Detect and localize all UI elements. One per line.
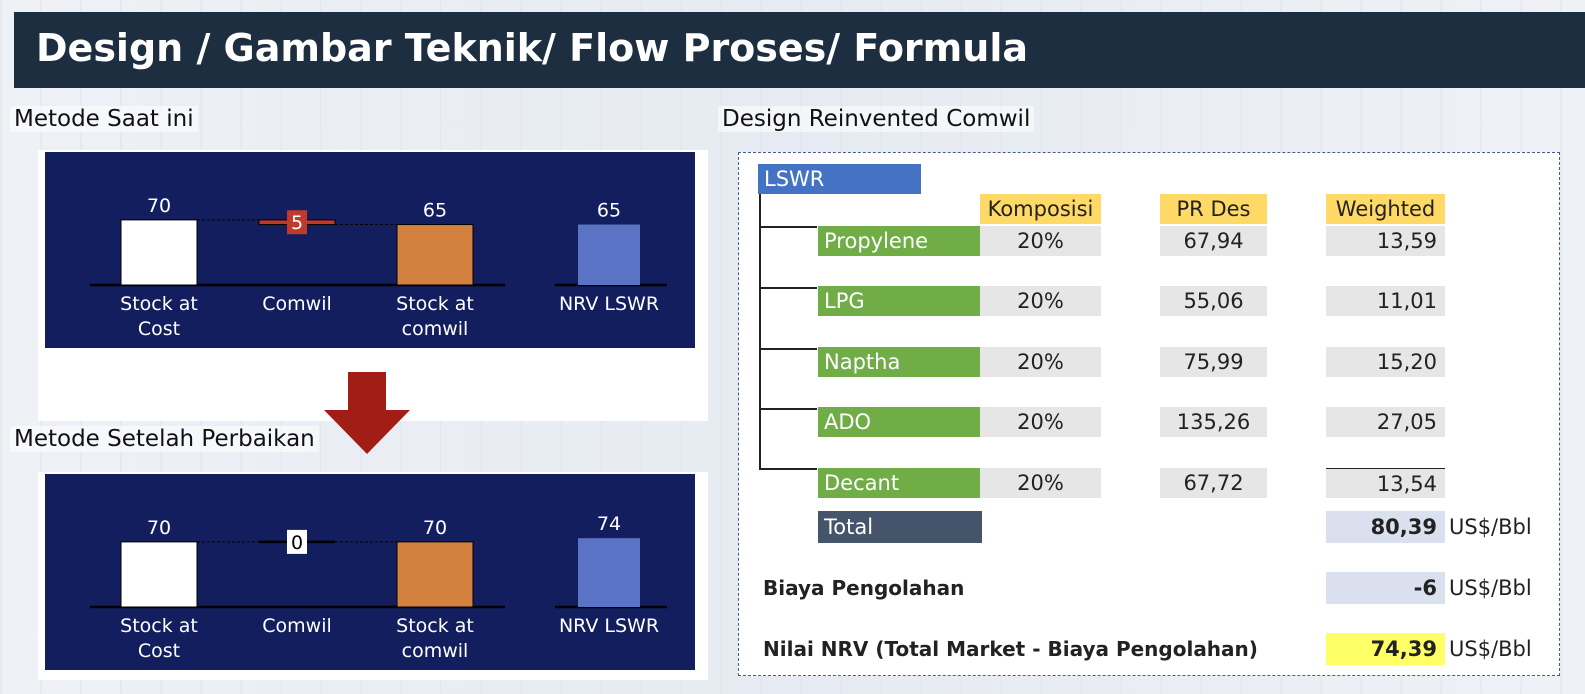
tick-label: Stock at xyxy=(396,615,474,637)
bar-stock-at-comwil xyxy=(396,224,474,286)
tick-label: Stock at xyxy=(120,293,198,315)
row-komposisi: 20% xyxy=(980,286,1101,316)
tick-label: comwil xyxy=(402,318,469,340)
bar-stock-at-cost xyxy=(120,219,198,286)
biaya-unit: US$/Bbl xyxy=(1449,576,1532,600)
total-unit: US$/Bbl xyxy=(1449,515,1532,539)
down-arrow-icon xyxy=(324,372,410,454)
header-weighted: Weighted xyxy=(1326,194,1445,224)
nrv-value: 74,39 xyxy=(1326,633,1445,665)
data-label: 65 xyxy=(597,200,621,222)
nrv-unit: US$/Bbl xyxy=(1449,637,1532,661)
row-name: Naptha xyxy=(818,347,980,377)
row-komposisi: 20% xyxy=(980,347,1101,377)
bar-stock-at-cost xyxy=(120,541,198,608)
chart-current-svg: 70 65 65 5 Stock at Cost Comwil Stock at comwil N… xyxy=(90,195,667,340)
chart-improved-svg: 70 70 74 0 Stock at Cost Comwil Stock at comwil N… xyxy=(90,513,667,662)
bar-nrv-lswr xyxy=(578,538,640,607)
tree-branch xyxy=(759,468,817,470)
chart-current-wrap: 70 65 65 5 Stock at Cost Comwil Stock at comwil N… xyxy=(38,150,708,358)
comwil-label-box xyxy=(287,529,307,554)
tree-branch xyxy=(759,226,817,228)
tick-label: Stock at xyxy=(396,293,474,315)
row-weighted: 15,20 xyxy=(1326,347,1445,377)
row-name: LPG xyxy=(818,286,980,316)
data-label: 5 xyxy=(291,212,303,234)
tree-branch xyxy=(759,408,817,410)
tick-label: NRV LSWR xyxy=(559,293,659,315)
tick-label: NRV LSWR xyxy=(559,615,659,637)
tick-label: Comwil xyxy=(262,293,332,315)
row-pr-des: 135,26 xyxy=(1160,407,1267,437)
data-label: 70 xyxy=(147,517,171,539)
bar-nrv-lswr xyxy=(578,224,640,285)
row-name: Propylene xyxy=(818,226,980,256)
row-pr-des: 67,72 xyxy=(1160,468,1267,498)
row-weighted: 27,05 xyxy=(1326,407,1445,437)
row-name: Decant xyxy=(818,468,980,498)
root-lswr: LSWR xyxy=(758,164,921,194)
data-label: 70 xyxy=(423,517,447,539)
row-name: ADO xyxy=(818,407,980,437)
tick-label: Cost xyxy=(138,640,180,662)
chart-improved-wrap: 70 70 74 0 Stock at Cost Comwil Stock at comwil N… xyxy=(38,472,708,680)
data-label: 74 xyxy=(597,513,621,535)
tree-branch xyxy=(759,287,817,289)
tick-label: Comwil xyxy=(262,615,332,637)
tick-label: Stock at xyxy=(120,615,198,637)
data-label: 65 xyxy=(423,200,447,222)
total-label: Total xyxy=(818,511,982,543)
tick-label: comwil xyxy=(402,640,469,662)
design-box: LSWR Komposisi PR Des Weighted Propylene… xyxy=(738,152,1560,676)
title-bar: Design / Gambar Teknik/ Flow Proses/ For… xyxy=(14,12,1585,88)
page-title: Design / Gambar Teknik/ Flow Proses/ For… xyxy=(36,26,1028,70)
chart-current: 70 65 65 5 Stock at Cost Comwil Stock at comwil N… xyxy=(45,152,695,348)
row-komposisi: 20% xyxy=(980,468,1101,498)
header-pr-des: PR Des xyxy=(1160,194,1267,224)
total-value: 80,39 xyxy=(1326,511,1445,543)
design-label: Design Reinvented Comwil xyxy=(718,106,1035,132)
nrv-label: Nilai NRV (Total Market - Biaya Pengolah… xyxy=(763,637,1258,661)
tree-trunk xyxy=(759,194,761,468)
row-weighted: 13,54 xyxy=(1326,468,1445,498)
data-label: 70 xyxy=(147,195,171,217)
tree-branch xyxy=(759,348,817,350)
row-pr-des: 75,99 xyxy=(1160,347,1267,377)
current-method-label: Metode Saat ini xyxy=(10,106,198,132)
tick-label: Cost xyxy=(138,318,180,340)
row-komposisi: 20% xyxy=(980,226,1101,256)
biaya-label: Biaya Pengolahan xyxy=(763,576,965,600)
row-pr-des: 67,94 xyxy=(1160,226,1267,256)
row-weighted: 13,59 xyxy=(1326,226,1445,256)
improved-method-label: Metode Setelah Perbaikan xyxy=(10,426,319,452)
header-komposisi: Komposisi xyxy=(980,194,1101,224)
row-pr-des: 55,06 xyxy=(1160,286,1267,316)
chart-improved: 70 70 74 0 Stock at Cost Comwil Stock at comwil N… xyxy=(45,474,695,670)
row-weighted: 11,01 xyxy=(1326,286,1445,316)
row-komposisi: 20% xyxy=(980,407,1101,437)
bar-stock-at-comwil xyxy=(396,541,474,608)
data-label: 0 xyxy=(291,532,303,554)
comwil-label-box xyxy=(287,210,307,235)
biaya-value: -6 xyxy=(1326,572,1445,604)
